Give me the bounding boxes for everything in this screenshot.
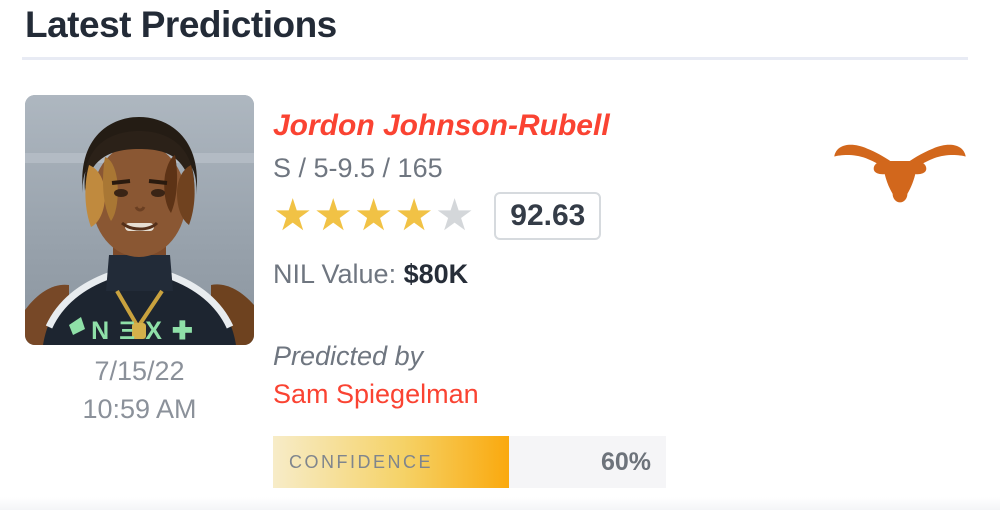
predicted-by-label: Predicted by — [273, 341, 424, 371]
nil-value: $80K — [403, 259, 469, 289]
rating-value: 92.63 — [494, 192, 602, 240]
star-icon: ★ — [273, 191, 314, 240]
confidence-bar: CONFIDENCE 60% — [273, 436, 666, 488]
prediction-date: 7/15/22 — [94, 356, 185, 386]
star-icon: ★ — [434, 191, 476, 240]
prediction-timestamp: 7/15/22 10:59 AM — [25, 352, 254, 428]
nil-label: NIL Value: — [273, 259, 404, 289]
star-icon: ★ — [394, 191, 435, 240]
predictor-link[interactable]: Sam Spiegelman — [273, 379, 479, 409]
prediction-info: Jordon Johnson-Rubell S / 5-9.5 / 165 ★★… — [273, 98, 693, 488]
player-photo-illustration: NΞX✚ — [25, 95, 254, 345]
star-icon: ★ — [313, 191, 354, 240]
star-icon: ★ — [353, 191, 395, 240]
confidence-label: CONFIDENCE — [289, 451, 434, 472]
page-title: Latest Predictions — [25, 4, 337, 45]
texas-longhorns-icon[interactable] — [832, 126, 968, 204]
texas-longhorns-logo-svg — [834, 144, 966, 203]
player-photo[interactable]: NΞX✚ — [25, 95, 254, 345]
star-rating: ★★★★★ — [273, 192, 475, 240]
jersey-text: NΞX✚ — [91, 317, 203, 345]
confidence-fill: CONFIDENCE — [273, 436, 509, 488]
confidence-remainder: 60% — [508, 436, 666, 488]
section-bottom-band — [0, 497, 1000, 510]
player-meta: S / 5-9.5 / 165 — [273, 153, 443, 183]
divider — [22, 57, 968, 60]
player-name-link[interactable]: Jordon Johnson-Rubell — [273, 109, 610, 142]
nil-value-line: NIL Value: $80K — [273, 258, 693, 290]
rating-row: ★★★★★ 92.63 — [273, 192, 693, 240]
confidence-value: 60% — [600, 447, 651, 476]
prediction-time: 10:59 AM — [82, 394, 197, 424]
